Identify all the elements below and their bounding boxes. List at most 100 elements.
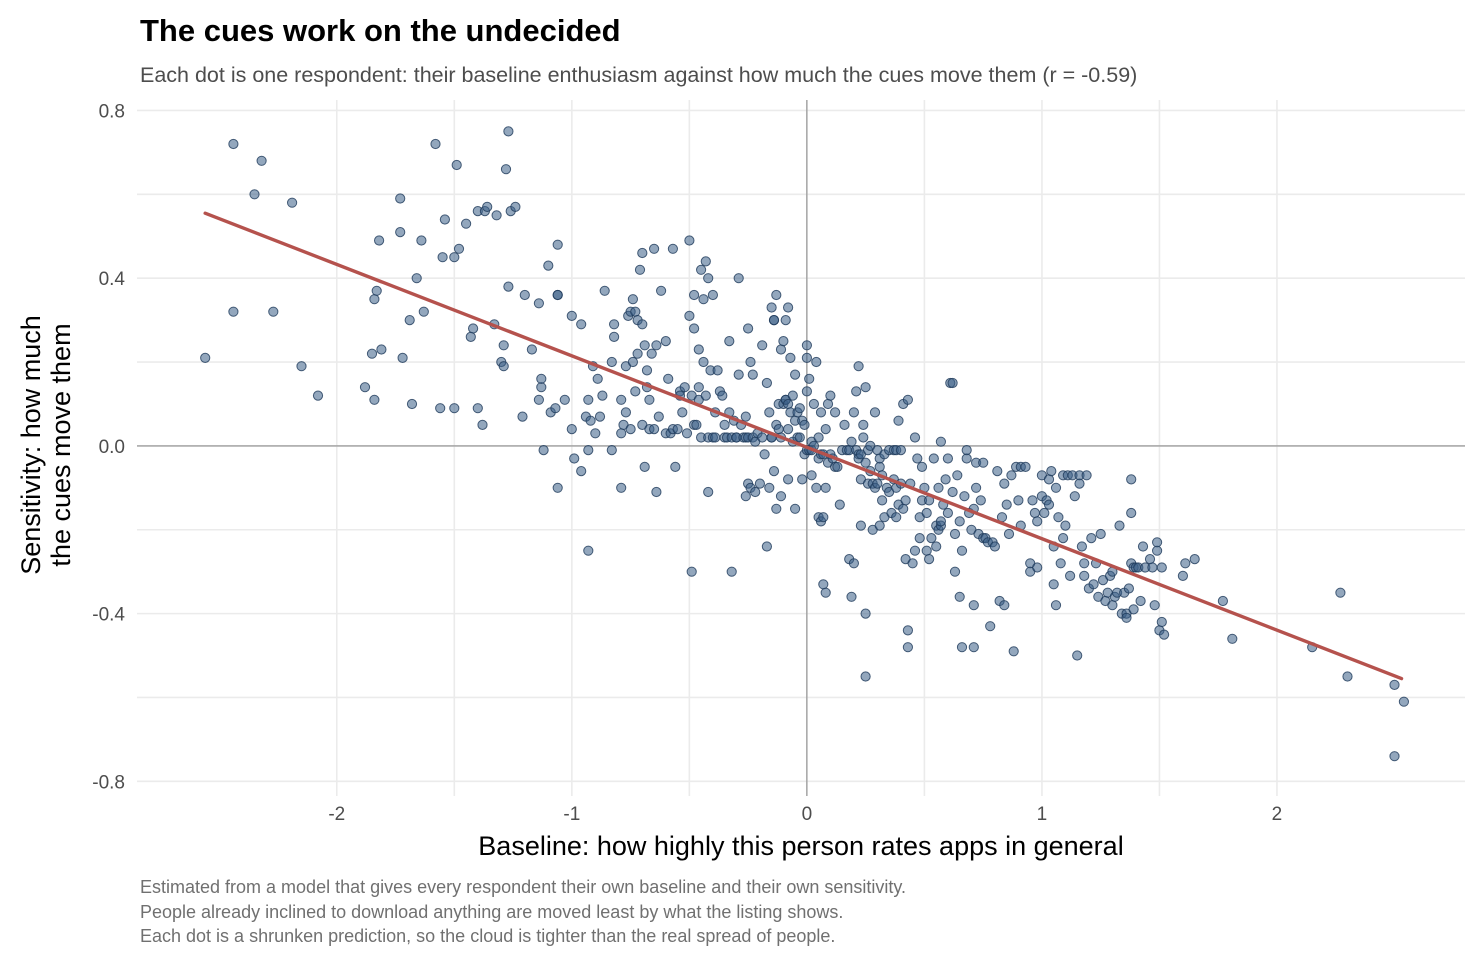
y-tick-label: -0.4 — [92, 605, 125, 626]
data-point — [780, 315, 791, 326]
data-point — [597, 390, 608, 401]
data-point — [907, 558, 918, 569]
data-point — [790, 503, 801, 514]
data-point — [712, 365, 723, 376]
data-point — [585, 415, 596, 426]
data-point — [707, 289, 719, 301]
data-point — [1013, 495, 1024, 506]
data-point — [799, 419, 810, 430]
data-point — [820, 587, 831, 598]
data-point — [954, 591, 965, 602]
data-point — [287, 197, 298, 208]
data-point — [559, 394, 570, 405]
data-point — [1342, 671, 1353, 682]
data-point — [1137, 541, 1149, 552]
regression-line — [203, 211, 1404, 681]
data-point — [369, 294, 380, 305]
data-point — [761, 377, 773, 389]
data-point — [503, 126, 514, 137]
data-point — [999, 600, 1010, 611]
data-point — [667, 243, 679, 254]
data-point — [228, 138, 239, 150]
data-point — [971, 482, 982, 493]
data-point — [395, 227, 406, 238]
data-point — [787, 390, 798, 401]
data-point — [477, 419, 488, 430]
chart-subtitle: Each dot is one respondent: their baseli… — [140, 63, 1137, 87]
data-point — [1152, 545, 1163, 556]
data-point — [764, 407, 775, 418]
data-point — [1079, 558, 1090, 569]
data-point — [1389, 751, 1400, 762]
data-point — [644, 394, 655, 405]
data-point — [1149, 600, 1160, 611]
data-point — [498, 340, 509, 351]
data-point — [947, 377, 958, 389]
data-point — [395, 193, 406, 204]
data-point — [924, 554, 935, 565]
y-tick-labels: -0.8 -0.4 0.0 0.4 0.8 — [92, 101, 125, 793]
data-point — [1079, 570, 1090, 582]
data-point — [1128, 604, 1139, 615]
data-point — [686, 566, 697, 577]
data-point — [1086, 533, 1097, 544]
data-point — [801, 352, 813, 363]
data-point — [1389, 679, 1400, 691]
data-point — [834, 499, 845, 510]
data-point — [895, 445, 907, 456]
y-tick-label: -0.8 — [92, 772, 125, 793]
chart-caption: Estimated from a model that gives every … — [140, 877, 906, 946]
data-point — [750, 486, 761, 498]
data-point — [754, 478, 766, 489]
data-point — [808, 398, 820, 410]
data-point — [632, 348, 643, 359]
data-point — [940, 474, 951, 485]
data-point — [416, 235, 427, 246]
data-point — [1008, 646, 1019, 657]
data-point — [909, 545, 921, 556]
data-point — [461, 218, 472, 229]
y-tick-label: 0.8 — [99, 101, 125, 122]
data-point — [649, 243, 660, 254]
data-point — [1043, 474, 1055, 485]
data-point — [931, 541, 942, 552]
data-point — [1152, 537, 1163, 548]
data-point — [733, 369, 744, 380]
data-point — [656, 285, 667, 296]
data-point — [820, 424, 831, 435]
data-point — [1227, 633, 1238, 644]
data-point — [952, 470, 963, 481]
data-point — [743, 323, 754, 334]
caption-line-1: Estimated from a model that gives every … — [140, 877, 906, 897]
data-point — [848, 407, 860, 418]
data-point — [1072, 650, 1083, 661]
data-point — [1159, 629, 1170, 640]
data-point — [679, 382, 690, 393]
data-point — [634, 264, 646, 275]
data-point — [583, 545, 594, 556]
data-point — [465, 331, 476, 342]
data-point — [1006, 470, 1017, 481]
data-point — [846, 591, 857, 602]
caption-line-3: Each dot is a shrunken prediction, so th… — [140, 926, 835, 946]
data-point — [653, 411, 664, 422]
data-point — [1123, 583, 1135, 594]
data-points — [200, 126, 1410, 762]
data-point — [1095, 528, 1106, 540]
data-point — [1126, 507, 1137, 519]
data-point — [935, 436, 947, 447]
data-point — [855, 520, 867, 531]
data-point — [552, 239, 563, 250]
data-point — [740, 411, 751, 422]
data-point — [627, 294, 639, 305]
data-point — [768, 315, 780, 326]
data-point — [552, 482, 563, 493]
data-point — [1156, 616, 1167, 628]
data-point — [921, 507, 932, 519]
data-point — [625, 424, 636, 435]
data-point — [552, 289, 563, 301]
data-point — [684, 235, 695, 246]
data-point — [566, 424, 577, 435]
data-point — [822, 398, 834, 410]
data-point — [783, 302, 794, 313]
